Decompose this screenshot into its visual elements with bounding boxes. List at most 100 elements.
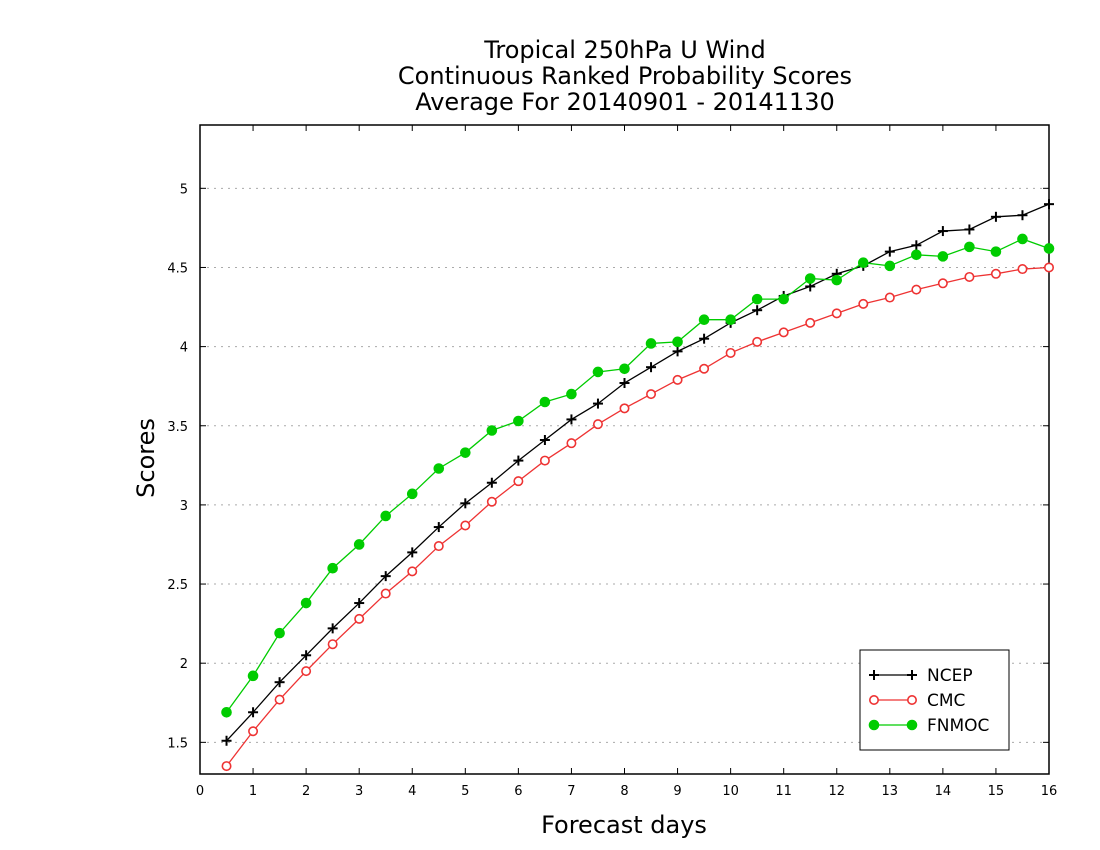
data-point-filled-circle — [725, 314, 736, 326]
data-point-filled-circle — [247, 670, 259, 682]
data-point-open-circle — [460, 520, 471, 531]
data-point-plus — [699, 333, 710, 344]
data-point-open-circle — [646, 389, 657, 400]
data-point-open-circle — [221, 761, 232, 772]
data-point-filled-circle — [906, 719, 918, 731]
data-point-open-circle — [805, 317, 816, 328]
legend-entry-cmc: CMC — [868, 691, 965, 711]
series-line — [226, 203, 1050, 742]
data-point-filled-circle — [486, 425, 498, 436]
data-point-open-circle — [937, 278, 948, 289]
data-point-open-circle — [327, 639, 338, 650]
data-point-plus — [539, 435, 550, 446]
x-tick-label: 12 — [828, 784, 845, 799]
x-tick-label: 5 — [461, 784, 469, 799]
x-tick-label: 7 — [567, 784, 575, 799]
data-point-open-circle — [868, 694, 879, 705]
data-point-open-circle — [513, 476, 524, 487]
data-point-filled-circle — [868, 719, 880, 731]
data-point-filled-circle — [592, 366, 604, 378]
data-point-filled-circle — [778, 293, 789, 305]
legend: NCEP CMC FNMOC — [859, 649, 1010, 751]
data-point-open-circle — [964, 271, 975, 282]
x-tick-label: 1 — [249, 784, 257, 799]
data-point-open-circle — [906, 694, 917, 705]
data-point-plus — [433, 522, 444, 533]
data-point-filled-circle — [698, 314, 710, 326]
data-point-open-circle — [990, 268, 1001, 279]
data-point-plus — [407, 547, 418, 558]
legend-label: FNMOC — [927, 716, 989, 736]
data-point-open-circle — [380, 588, 391, 599]
data-point-plus — [566, 414, 577, 425]
data-point-filled-circle — [327, 562, 338, 574]
data-point-open-circle — [911, 284, 922, 295]
data-point-filled-circle — [539, 396, 551, 408]
chart-title-line-3: Average For 20140901 - 20141130 — [415, 88, 835, 116]
data-point-plus — [301, 650, 312, 661]
y-tick-label: 4 — [180, 341, 188, 356]
legend-entry-fnmoc: FNMOC — [868, 716, 989, 736]
x-tick-label: 15 — [988, 784, 1005, 799]
data-point-open-circle — [672, 374, 683, 385]
data-point-filled-circle — [964, 241, 975, 253]
data-point-filled-circle — [937, 251, 949, 262]
chart-title-line-2: Continuous Ranked Probability Scores — [397, 62, 853, 90]
data-point-plus — [937, 226, 948, 237]
data-point-plus — [354, 598, 365, 609]
y-tick-label: 5 — [180, 182, 188, 197]
data-point-filled-circle — [804, 273, 816, 284]
data-point-plus — [990, 211, 1001, 222]
data-point-filled-circle — [513, 415, 524, 427]
data-point-filled-circle — [566, 388, 577, 400]
data-point-filled-circle — [380, 510, 392, 522]
data-point-filled-circle — [433, 463, 445, 474]
data-point-filled-circle — [857, 257, 869, 269]
data-point-open-circle — [778, 327, 789, 338]
series-cmc — [221, 262, 1055, 772]
data-point-filled-circle — [460, 447, 471, 458]
data-point-open-circle — [619, 403, 630, 414]
data-point-plus — [869, 670, 879, 680]
data-point-filled-circle — [619, 363, 630, 375]
x-tick-label: 2 — [302, 784, 310, 799]
data-point-plus — [486, 477, 497, 488]
legend-label: CMC — [927, 691, 965, 711]
data-point-open-circle — [433, 541, 444, 552]
data-point-plus — [672, 346, 683, 357]
x-tick-label: 9 — [673, 784, 681, 799]
data-point-plus — [460, 498, 471, 509]
series-fnmoc — [221, 233, 1055, 718]
data-point-filled-circle — [884, 260, 896, 272]
data-point-open-circle — [725, 347, 736, 358]
data-point-open-circle — [301, 666, 312, 677]
axis-ticks: 1.522.533.544.550 1 2 3 4 5 6 7 8 9 10 11 12 13 14 15 16 — [167, 125, 1057, 799]
data-point-plus — [380, 571, 391, 582]
legend-label: NCEP — [927, 666, 973, 686]
data-point-open-circle — [274, 694, 285, 705]
data-point-filled-circle — [1017, 233, 1028, 245]
data-point-plus — [274, 677, 285, 688]
data-point-filled-circle — [831, 274, 843, 286]
y-tick-label: 4.5 — [167, 261, 188, 276]
data-point-filled-circle — [274, 627, 285, 639]
data-point-open-circle — [407, 566, 418, 577]
data-point-open-circle — [1017, 264, 1028, 275]
data-point-filled-circle — [300, 597, 312, 609]
data-point-open-circle — [592, 419, 603, 430]
series-line — [226, 238, 1050, 713]
chart-title-line-1: Tropical 250hPa U Wind — [484, 36, 766, 64]
data-point-filled-circle — [353, 539, 365, 550]
data-point-open-circle — [858, 298, 869, 309]
y-tick-label: 1.5 — [167, 736, 188, 751]
data-point-plus — [1044, 199, 1054, 210]
data-point-plus — [248, 707, 259, 718]
x-tick-label: 16 — [1041, 784, 1058, 799]
data-point-filled-circle — [911, 249, 922, 261]
data-point-plus — [646, 362, 657, 373]
y-tick-label: 2 — [180, 657, 188, 672]
data-point-filled-circle — [645, 338, 657, 349]
x-tick-label: 11 — [775, 784, 792, 799]
data-point-plus — [907, 670, 917, 680]
